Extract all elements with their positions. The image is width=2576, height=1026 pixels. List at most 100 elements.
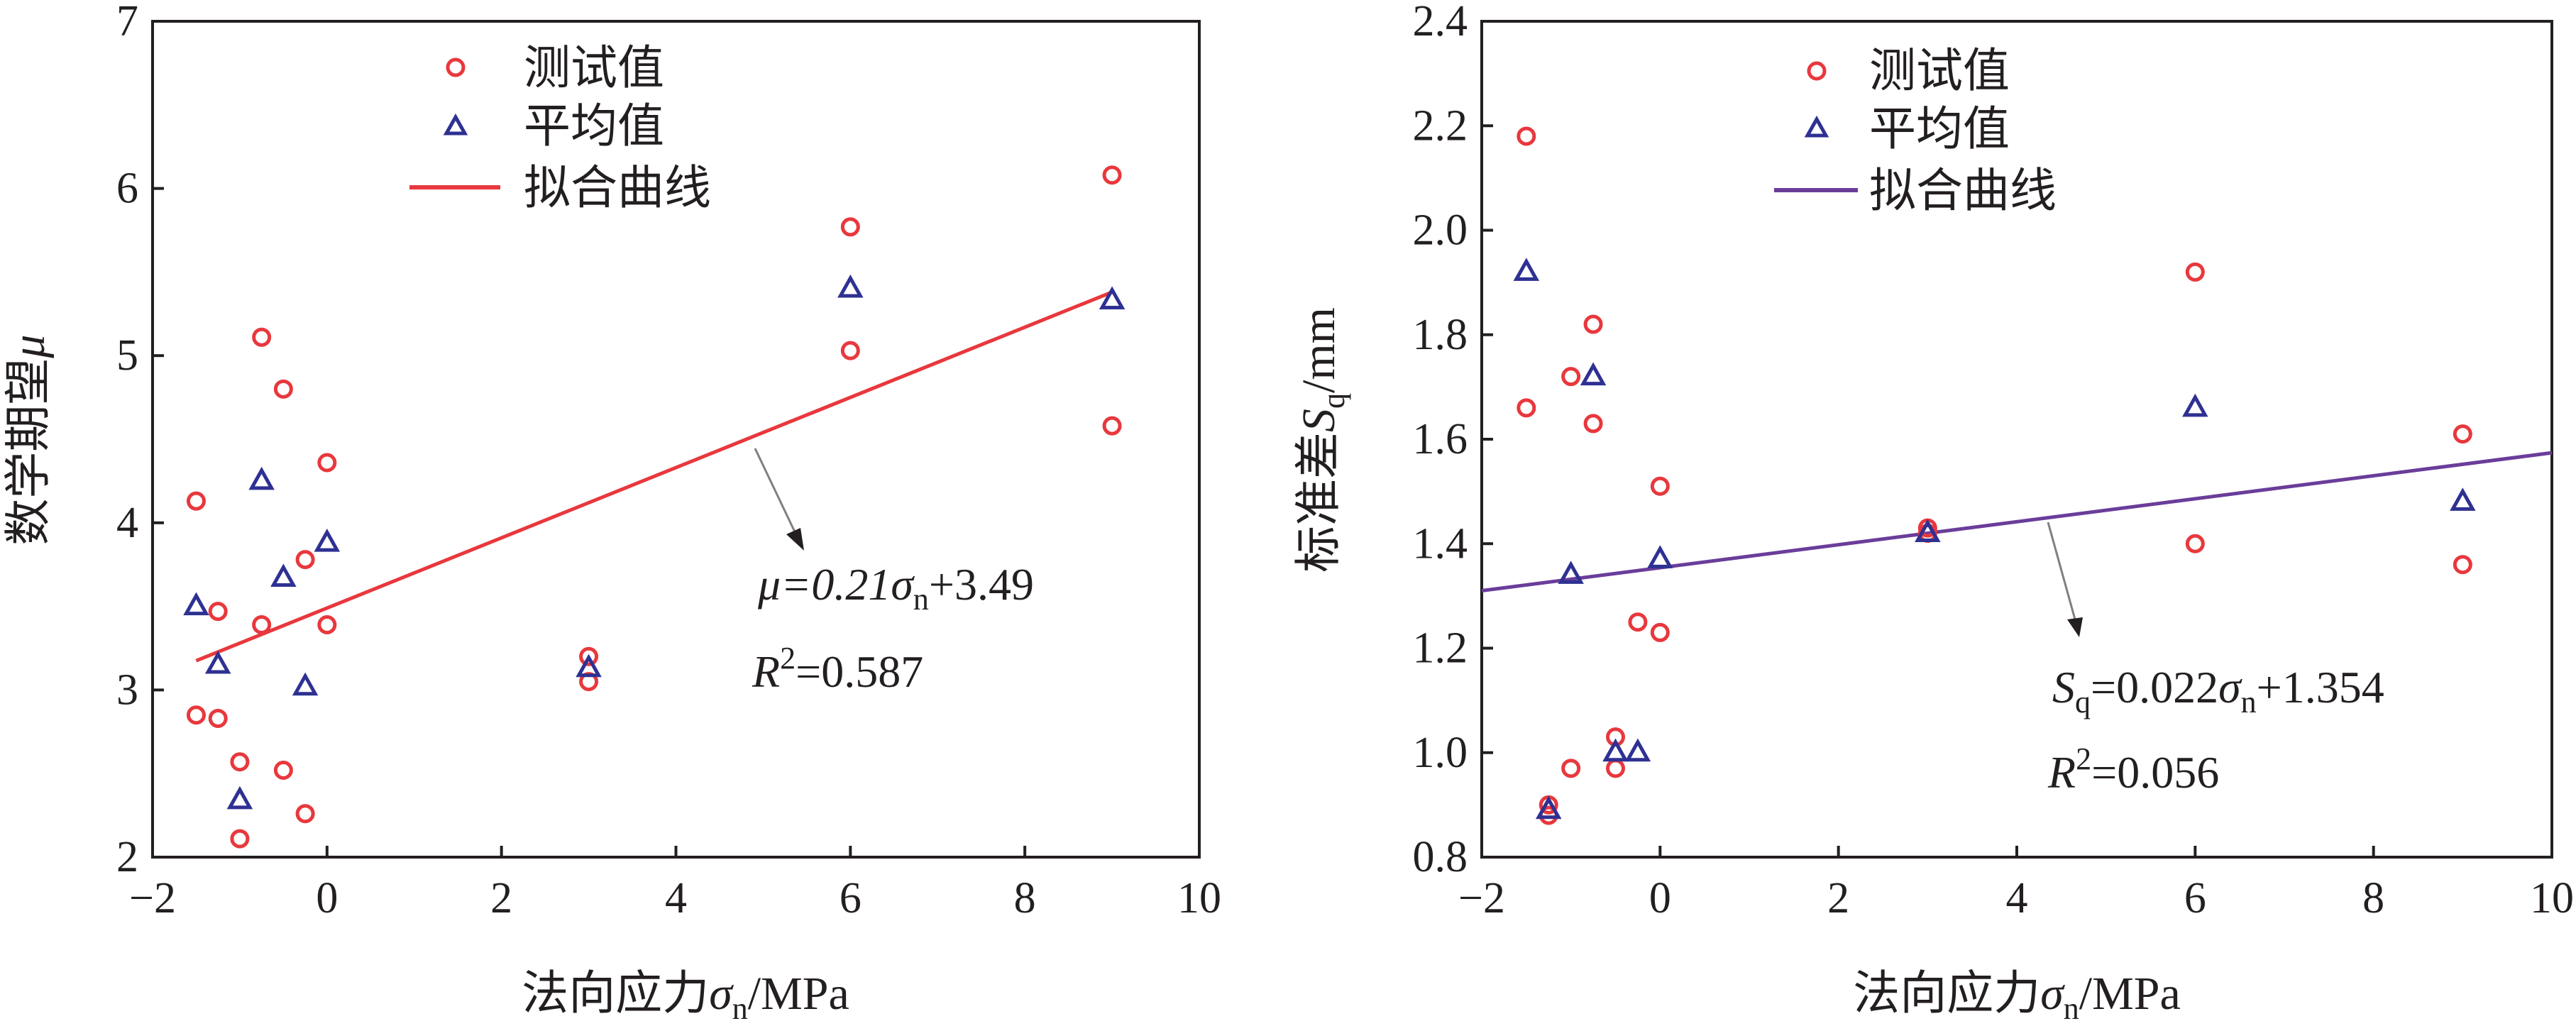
test-value-point [1606, 759, 1625, 778]
x-tick-label: 4 [665, 874, 687, 922]
test-value-point [1583, 314, 1603, 334]
legend-test-marker [446, 57, 466, 77]
y-axis-label: 数学期望μ [1, 334, 55, 545]
y-tick-label: 1.6 [1413, 415, 1468, 463]
data-marks [183, 165, 1125, 849]
equation-text: Sq=0.022σn+1.354 [2052, 662, 2384, 719]
test-value-point [317, 453, 337, 473]
test-value-point [273, 760, 293, 780]
fit-line [195, 290, 1113, 663]
y-tick-label: 1.0 [1413, 729, 1468, 777]
x-tick-label: 6 [840, 874, 862, 922]
mean-value-point [1558, 561, 1584, 584]
y-tick-label: 5 [116, 331, 138, 380]
y-tick-label: 2.4 [1413, 0, 1468, 45]
legend: 测试值 平均值 拟合曲线 [1774, 43, 2057, 218]
mean-value-point [226, 785, 253, 810]
x-tick-label: 2 [1827, 874, 1849, 922]
test-value-point [2185, 262, 2205, 282]
legend-mean-marker [443, 113, 468, 136]
data-marks [1481, 126, 2553, 825]
mean-value-point [837, 274, 864, 298]
r2-text: R2=0.587 [752, 641, 923, 697]
chart-right: −2 0 2 4 6 8 10 0.8 1.0 1.2 1.4 1.6 1.8 2.0 2.2 2.4 Sq… [1291, 0, 2574, 1026]
annotation-arrow-line [2047, 522, 2078, 625]
y-tick-label: 2.0 [1413, 206, 1468, 255]
plot-frame [151, 20, 1201, 859]
test-value-point [208, 602, 228, 622]
y-tick-label: 1.8 [1413, 311, 1468, 359]
annotation-arrow-head [2067, 617, 2083, 637]
test-value-point [1517, 126, 1536, 146]
test-value-point [1561, 759, 1581, 778]
mean-value-point [292, 672, 319, 696]
fit-line [1481, 451, 2553, 592]
mean-value-point [2450, 487, 2476, 511]
test-value-point [1583, 414, 1603, 434]
x-tick-label: 8 [2362, 874, 2384, 922]
x-axis-label: 法向应力σn/MPa [522, 966, 849, 1026]
annotation-arrow-line [754, 448, 800, 540]
test-value-point [317, 615, 337, 635]
x-tick-label: 10 [1177, 874, 1221, 922]
test-value-point [295, 550, 315, 570]
mean-value-point [314, 528, 341, 552]
test-value-point [840, 341, 860, 360]
x-tick-label: 6 [2184, 874, 2206, 922]
y-tick-label: 2.2 [1413, 101, 1468, 150]
x-tick-label: 4 [2006, 874, 2028, 922]
x-axis-label: 法向应力σn/MPa [1853, 966, 2181, 1026]
test-value-point [2453, 424, 2472, 444]
y-tick-label: 1.2 [1413, 624, 1468, 673]
mean-value-point [1602, 738, 1629, 762]
legend-test-label: 测试值 [524, 40, 664, 95]
mean-value-point [204, 650, 231, 674]
test-value-point [186, 705, 206, 725]
mean-value-point [1513, 258, 1540, 281]
y-tick-label: 0.8 [1413, 833, 1468, 881]
mean-value-point [1535, 795, 1562, 820]
y-ticks: 2 3 4 5 6 7 [116, 0, 164, 881]
test-value-point [230, 752, 250, 772]
plot-frame [1480, 20, 2553, 859]
mean-value-point [1647, 545, 1673, 568]
y-tick-label: 1.4 [1413, 519, 1468, 568]
test-value-point [1517, 398, 1536, 418]
mean-value-point [1624, 738, 1651, 762]
legend-mean-label: 平均值 [1869, 101, 2010, 156]
equation-text: μ=0.21σn+3.49 [757, 559, 1034, 617]
test-value-point [186, 491, 206, 511]
test-value-point [1561, 367, 1581, 387]
legend-test-label: 测试值 [1869, 43, 2010, 98]
x-ticks: −2 0 2 4 6 8 10 [1458, 846, 2574, 922]
y-ticks: 0.8 1.0 1.2 1.4 1.6 1.8 2.0 2.2 2.4 [1413, 0, 1493, 881]
test-value-point [2185, 534, 2205, 553]
mean-value-point [183, 592, 209, 616]
legend-test-marker [1807, 61, 1827, 81]
legend-fit-label: 拟合曲线 [524, 160, 711, 215]
mean-value-point [2182, 393, 2208, 417]
test-value-point [273, 379, 293, 399]
y-tick-label: 7 [116, 0, 138, 45]
x-tick-label: 10 [2530, 874, 2574, 922]
x-tick-label: −2 [1458, 874, 1505, 922]
test-value-point [840, 217, 860, 237]
test-value-point [295, 804, 315, 824]
x-tick-label: −2 [129, 874, 176, 922]
test-value-point [252, 327, 272, 347]
test-value-point [2453, 555, 2472, 575]
x-tick-label: 0 [316, 874, 338, 922]
y-axis-label: 标准差Sq/mm [1291, 307, 1351, 573]
legend-fit-label: 拟合曲线 [1869, 163, 2057, 218]
test-value-point [208, 708, 228, 728]
legend-mean-label: 平均值 [524, 99, 664, 153]
test-value-point [1102, 416, 1122, 436]
r2-text: R2=0.056 [2047, 741, 2219, 798]
test-value-point [1650, 622, 1670, 642]
test-value-point [230, 829, 250, 849]
mean-value-point [576, 653, 602, 678]
legend-mean-marker [1804, 115, 1829, 138]
y-tick-label: 3 [116, 666, 138, 714]
x-tick-label: 0 [1649, 874, 1671, 922]
